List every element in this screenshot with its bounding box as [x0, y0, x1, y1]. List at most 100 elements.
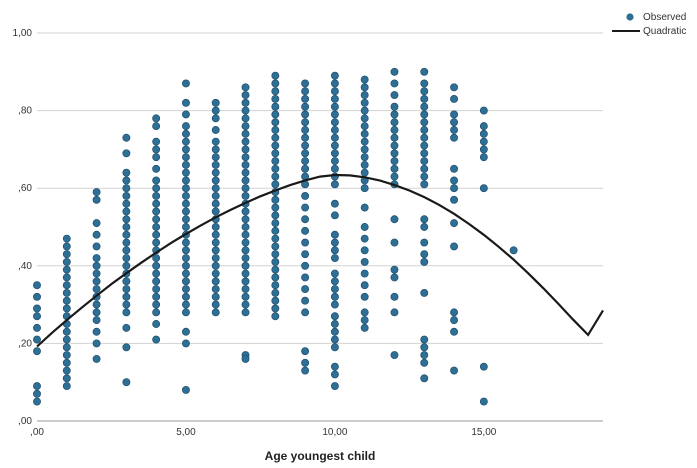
data-point — [92, 339, 101, 348]
data-point — [122, 238, 131, 247]
legend: Observed Quadratic — [612, 12, 686, 37]
data-point — [479, 137, 488, 146]
data-point — [360, 308, 369, 317]
legend-observed-label: Observed — [643, 12, 686, 23]
data-point — [450, 133, 459, 142]
data-point — [62, 281, 71, 290]
data-point — [271, 164, 280, 173]
data-point — [33, 292, 41, 301]
y-tick-label: ,40 — [18, 261, 32, 272]
data-point — [181, 160, 190, 169]
data-point — [211, 199, 220, 208]
data-point — [152, 269, 161, 278]
data-point — [241, 300, 250, 309]
data-point — [181, 176, 190, 185]
data-point — [211, 114, 220, 123]
data-point — [271, 133, 280, 142]
data-point — [122, 378, 131, 387]
data-point — [271, 79, 280, 88]
data-point — [330, 300, 339, 309]
data-point — [301, 226, 310, 235]
y-tick-label: ,20 — [18, 338, 32, 349]
data-point — [181, 386, 190, 394]
data-point — [420, 172, 429, 181]
data-point — [211, 168, 220, 177]
data-point — [181, 327, 190, 336]
data-point — [271, 211, 280, 220]
data-point — [330, 199, 339, 208]
data-point — [122, 223, 131, 231]
data-point — [271, 110, 280, 119]
data-point — [181, 300, 190, 309]
data-point — [271, 281, 280, 290]
data-point — [450, 366, 459, 375]
data-point — [122, 168, 131, 177]
data-point — [92, 308, 101, 317]
data-point — [152, 184, 161, 193]
data-point — [271, 257, 280, 266]
data-point — [211, 254, 220, 262]
data-point — [211, 223, 220, 231]
data-point — [390, 164, 399, 173]
data-point — [360, 223, 369, 231]
data-point — [330, 87, 339, 96]
data-point — [241, 160, 250, 169]
data-point — [301, 126, 310, 134]
data-point — [450, 195, 459, 204]
data-point — [92, 188, 101, 197]
data-point — [181, 254, 190, 262]
data-point — [241, 277, 250, 286]
data-point — [390, 157, 399, 165]
data-point — [390, 91, 399, 100]
data-point — [271, 126, 280, 134]
data-point — [152, 285, 161, 294]
data-point — [360, 83, 369, 92]
data-point — [181, 79, 190, 88]
data-point — [330, 285, 339, 294]
data-point — [181, 184, 190, 193]
grid-lines — [37, 32, 603, 344]
data-point — [122, 343, 131, 352]
data-point — [211, 126, 220, 134]
data-point — [241, 137, 250, 146]
data-point — [330, 149, 339, 158]
data-point — [211, 137, 220, 146]
data-point — [301, 141, 310, 150]
data-point — [152, 153, 161, 162]
data-point — [62, 343, 71, 352]
data-point — [271, 265, 280, 274]
data-point — [420, 180, 429, 189]
data-point — [92, 230, 101, 239]
data-point — [211, 261, 220, 270]
data-point — [241, 176, 250, 185]
data-point — [360, 323, 369, 332]
data-point — [360, 246, 369, 255]
data-point — [330, 71, 339, 80]
data-point — [271, 157, 280, 165]
data-point — [390, 67, 399, 76]
data-point — [330, 110, 339, 119]
data-point — [301, 366, 310, 375]
data-point — [390, 172, 399, 181]
data-point — [420, 133, 429, 142]
data-point — [152, 215, 161, 224]
data-point — [450, 126, 459, 134]
data-point — [152, 308, 161, 317]
data-point — [301, 157, 310, 165]
data-point — [152, 277, 161, 286]
data-point — [241, 114, 250, 123]
data-point — [152, 320, 161, 328]
data-point — [33, 347, 41, 356]
data-point — [122, 292, 131, 301]
data-point — [152, 223, 161, 231]
data-point — [360, 145, 369, 154]
data-point — [450, 316, 459, 325]
data-point — [301, 203, 310, 212]
data-point — [62, 304, 71, 313]
data-point — [241, 129, 250, 138]
data-point — [271, 226, 280, 235]
data-point — [271, 234, 280, 243]
data-point — [390, 102, 399, 111]
data-point — [330, 312, 339, 321]
data-point — [420, 250, 429, 259]
